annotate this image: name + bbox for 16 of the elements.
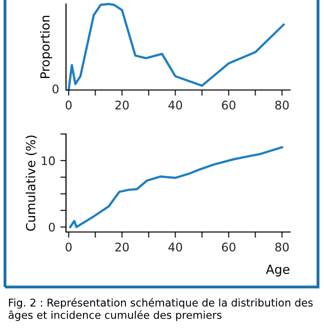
- x-tick-label: 80: [275, 242, 289, 252]
- x-tick-label: 20: [115, 100, 129, 110]
- y-tick-label: 10: [42, 156, 55, 166]
- x-tick-label: 40: [168, 100, 182, 110]
- y-axis-title: Proportion: [40, 16, 52, 78]
- x-tick-label: 40: [168, 242, 182, 252]
- x-axis-title: Age: [266, 264, 290, 276]
- caption: Fig. 2 : Représentation schématique de la distribution des âges et incidence cumulée des premiers: [8, 298, 313, 321]
- x-tick-label: 60: [222, 242, 236, 252]
- x-tick-label: 0: [66, 100, 72, 110]
- y-axis-title: Cumulative (%): [26, 136, 37, 231]
- x-tick-label: 60: [222, 100, 236, 110]
- x-tick-label: 20: [115, 242, 129, 252]
- line-series: [69, 146, 284, 228]
- x-tick-label: 80: [275, 100, 289, 110]
- x-tick-label: 0: [66, 242, 72, 252]
